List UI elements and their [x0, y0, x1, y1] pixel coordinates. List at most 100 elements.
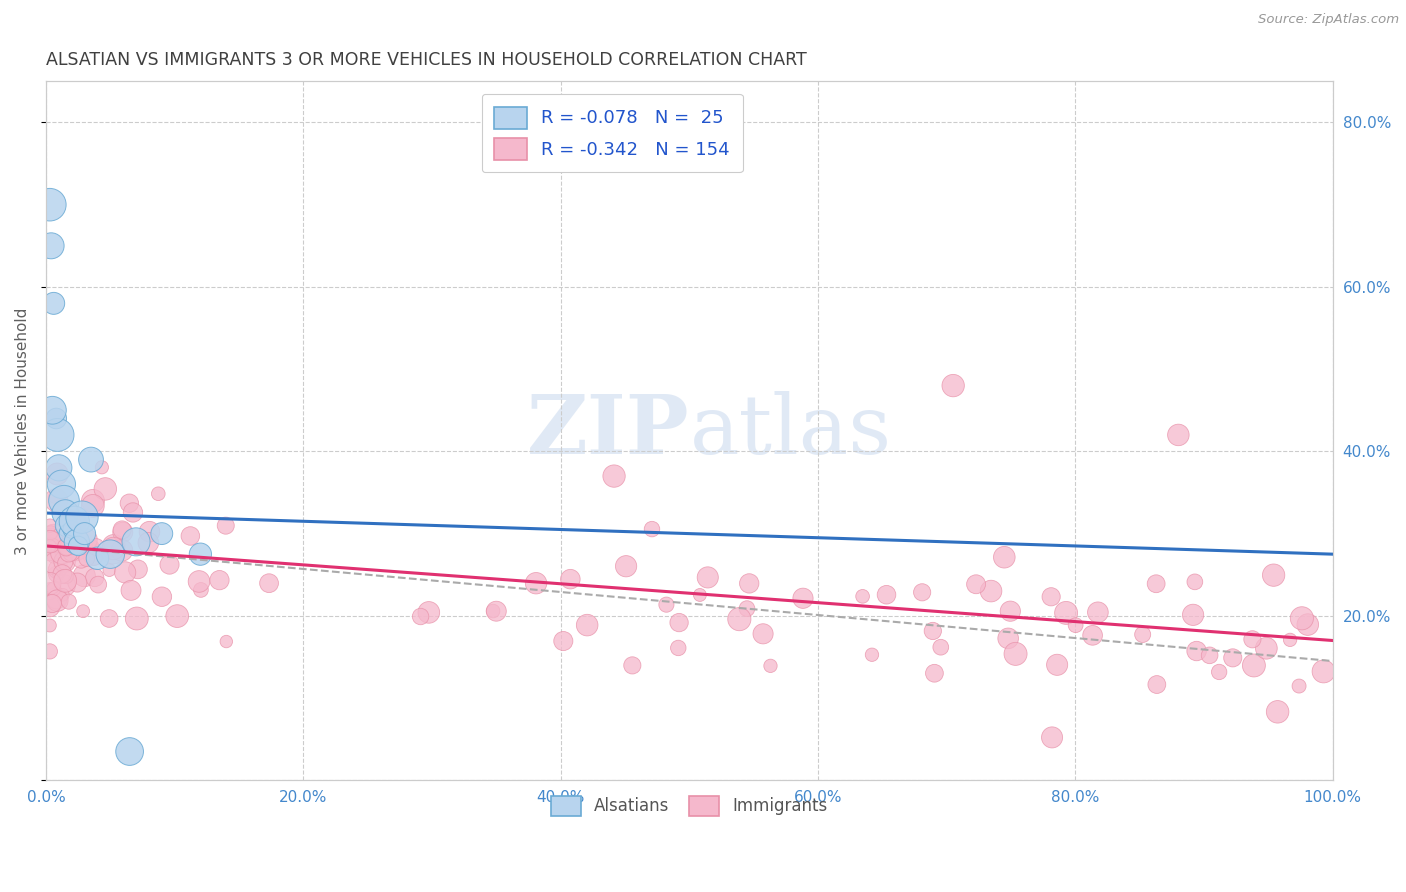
Point — [45, 557, 67, 571]
Point — [1208, 665, 1230, 679]
Point — [48, 460, 70, 475]
Point — [38, 618, 60, 632]
Point — [122, 506, 145, 520]
Point — [924, 666, 946, 681]
Point — [125, 534, 148, 549]
Point — [759, 658, 782, 673]
Point — [188, 574, 211, 589]
Point — [792, 591, 814, 606]
Point — [668, 615, 690, 630]
Point — [53, 578, 76, 592]
Point — [46, 593, 69, 607]
Point — [41, 597, 63, 611]
Point — [38, 539, 60, 553]
Point — [1256, 641, 1278, 656]
Text: ALSATIAN VS IMMIGRANTS 3 OR MORE VEHICLES IN HOUSEHOLD CORRELATION CHART: ALSATIAN VS IMMIGRANTS 3 OR MORE VEHICLE… — [46, 51, 807, 69]
Point — [82, 499, 104, 513]
Point — [118, 745, 141, 759]
Point — [39, 239, 62, 253]
Point — [70, 552, 93, 566]
Point — [876, 588, 898, 602]
Point — [38, 644, 60, 658]
Point — [44, 549, 66, 564]
Legend: Alsatians, Immigrants: Alsatians, Immigrants — [543, 788, 837, 824]
Point — [46, 428, 69, 442]
Point — [101, 545, 124, 559]
Point — [409, 609, 432, 624]
Text: atlas: atlas — [689, 391, 891, 471]
Point — [51, 477, 73, 491]
Point — [1054, 606, 1077, 620]
Point — [1046, 657, 1069, 672]
Point — [38, 599, 60, 614]
Point — [53, 506, 76, 520]
Point — [735, 601, 758, 615]
Point — [53, 555, 76, 569]
Point — [42, 296, 65, 310]
Point — [98, 611, 121, 625]
Point — [965, 577, 987, 591]
Point — [67, 539, 90, 553]
Point — [44, 490, 66, 504]
Point — [621, 658, 644, 673]
Point — [53, 556, 76, 570]
Point — [39, 518, 62, 533]
Point — [111, 543, 134, 558]
Point — [73, 526, 96, 541]
Point — [42, 529, 65, 543]
Point — [576, 618, 599, 632]
Point — [1241, 632, 1264, 647]
Point — [82, 540, 104, 554]
Point — [911, 585, 934, 599]
Point — [83, 550, 105, 565]
Point — [553, 634, 575, 648]
Point — [1279, 632, 1302, 647]
Point — [179, 529, 201, 543]
Point — [159, 558, 181, 572]
Point — [52, 545, 75, 559]
Point — [860, 648, 883, 662]
Point — [98, 563, 121, 577]
Point — [53, 493, 76, 508]
Point — [38, 544, 60, 558]
Point — [82, 548, 104, 562]
Point — [1288, 679, 1310, 693]
Point — [58, 513, 80, 527]
Point — [87, 577, 110, 591]
Point — [90, 460, 112, 475]
Point — [696, 570, 718, 584]
Point — [560, 572, 582, 586]
Point — [1182, 607, 1205, 622]
Point — [921, 624, 943, 638]
Point — [614, 559, 637, 574]
Point — [150, 526, 173, 541]
Point — [215, 634, 238, 648]
Point — [1040, 590, 1063, 604]
Point — [1004, 647, 1026, 661]
Point — [138, 524, 160, 539]
Point — [942, 378, 965, 392]
Point — [150, 590, 173, 604]
Point — [1040, 731, 1063, 745]
Point — [70, 510, 93, 524]
Point — [55, 540, 77, 554]
Point — [103, 541, 125, 556]
Point — [1144, 576, 1167, 591]
Point — [73, 568, 96, 582]
Point — [1263, 568, 1285, 582]
Point — [111, 525, 134, 540]
Point — [1243, 658, 1265, 673]
Point — [166, 609, 188, 624]
Point — [72, 604, 94, 618]
Point — [1184, 574, 1206, 589]
Point — [55, 569, 77, 583]
Point — [1087, 605, 1109, 619]
Point — [55, 518, 77, 533]
Point — [1291, 611, 1313, 625]
Point — [38, 584, 60, 599]
Point — [58, 595, 80, 609]
Point — [80, 452, 103, 467]
Point — [103, 539, 125, 553]
Point — [524, 576, 547, 591]
Point — [929, 640, 952, 655]
